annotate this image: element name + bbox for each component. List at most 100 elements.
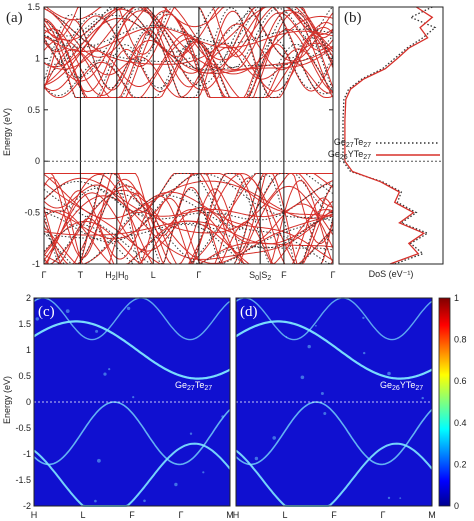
map-band xyxy=(33,297,231,341)
a-conduction-band xyxy=(43,38,334,98)
map-speck xyxy=(285,336,288,338)
a-conduction-band xyxy=(43,6,334,93)
a-valence-band xyxy=(44,173,333,234)
map-band xyxy=(33,442,231,507)
map-speck xyxy=(94,499,97,503)
colorbar-tick-label: 0 xyxy=(454,501,459,511)
map-xtick-label: Γ xyxy=(179,510,184,520)
map-speck xyxy=(202,471,205,474)
d-panel-label: (d) xyxy=(240,304,258,320)
a-frame xyxy=(43,6,334,265)
c-material-label: Ge27Te27 xyxy=(175,380,212,392)
map-speck xyxy=(35,317,39,321)
map-speck xyxy=(143,499,146,503)
map-speck xyxy=(108,368,111,371)
a-valence-band-ref xyxy=(44,192,334,265)
map-ytick-label: 1 xyxy=(26,345,31,355)
map-speck xyxy=(95,329,99,333)
panel-a: Energy (eV) -1 -0.5 0 0.5 1 1.5 Γ T H2|H0 L Γ S0|S… xyxy=(2,2,336,282)
c-ylabel: Energy (eV) xyxy=(2,376,12,424)
map-speck xyxy=(307,344,311,349)
map-band xyxy=(235,320,433,380)
map-xtick-label: F xyxy=(129,510,135,520)
a-valence-band xyxy=(43,208,334,265)
a-conduction-band xyxy=(43,17,334,86)
map-speck xyxy=(399,497,402,499)
a-valence-band-ref xyxy=(43,194,333,265)
a-valence-band xyxy=(43,173,334,240)
map-xtick-label: L xyxy=(80,510,85,520)
c-y-ticks: -2 -1.5 -1 -0.5 0 0.5 1 1.5 2 xyxy=(15,293,31,511)
a-conduction-band-ref xyxy=(43,38,334,98)
a-conduction-band xyxy=(43,28,334,98)
a-ytick-label: 1 xyxy=(35,53,40,63)
b-dos-curves xyxy=(342,6,437,265)
map-speck xyxy=(315,324,317,327)
a-conduction-band-ref xyxy=(43,7,334,98)
legend-entry-ge27te27: Ge27Te27 xyxy=(334,137,371,149)
map-speck xyxy=(221,415,224,418)
b-xlabel: DoS (eV⁻¹) xyxy=(369,269,414,279)
a-panel-label: (a) xyxy=(6,10,23,26)
a-ytick-label: -0.5 xyxy=(24,208,40,218)
a-band-curves xyxy=(43,6,334,265)
map-ytick-label: 2 xyxy=(26,293,31,303)
b-frame xyxy=(338,6,444,265)
a-ytick-label: -1 xyxy=(32,259,40,269)
b-dos-line xyxy=(342,6,437,265)
a-valence-band xyxy=(43,173,334,228)
a-conduction-band xyxy=(43,43,334,98)
a-xtick-label: Γ xyxy=(42,270,47,280)
a-conduction-band-ref xyxy=(43,6,334,69)
colorbar-tick-label: 0.4 xyxy=(454,418,467,428)
c-panel-label: (c) xyxy=(38,304,55,320)
map-speck xyxy=(189,432,193,435)
a-ylabel: Energy (eV) xyxy=(2,108,12,156)
d-frame xyxy=(235,297,433,507)
map-xtick-label: M xyxy=(428,510,436,520)
map-ytick-label: -1.5 xyxy=(15,475,31,485)
b-panel-label: (b) xyxy=(344,10,362,26)
a-xtick-label: Γ xyxy=(196,270,201,280)
map-ytick-label: 0.5 xyxy=(18,371,31,381)
a-valence-band xyxy=(43,173,334,265)
map-ytick-label: -0.5 xyxy=(15,423,31,433)
b-dos-line xyxy=(344,6,434,265)
a-conduction-band-ref xyxy=(43,6,334,72)
map-band xyxy=(235,442,433,507)
map-speck xyxy=(387,371,391,376)
map-xtick-label: L xyxy=(282,510,287,520)
a-xtick-label: H2|H0 xyxy=(105,270,128,282)
panel-b: (b) DoS (eV⁻¹) Ge27Te27 Ge26YTe27 xyxy=(328,6,444,279)
a-valence-band-ref xyxy=(43,173,334,265)
d-spectral-bands xyxy=(235,297,433,507)
a-conduction-band xyxy=(43,10,334,98)
legend-entry-ge26yte27: Ge26YTe27 xyxy=(328,149,371,161)
map-band xyxy=(235,401,433,466)
a-xtick-label: T xyxy=(78,270,84,280)
a-xtick-label: S0|S2 xyxy=(249,270,271,282)
map-band xyxy=(33,320,231,380)
colorbar-ticks: 0 0.2 0.4 0.6 0.8 1 xyxy=(454,293,467,511)
d-material-label: Ge26YTe27 xyxy=(380,380,423,392)
map-ytick-label: 0 xyxy=(26,397,31,407)
map-xtick-label: F xyxy=(331,510,337,520)
a-path-separators xyxy=(79,7,285,264)
map-ytick-label: -2 xyxy=(23,501,31,511)
map-speck xyxy=(132,396,135,399)
map-ytick-label: -1 xyxy=(23,449,31,459)
a-xtick-label: L xyxy=(151,270,156,280)
a-xtick-label: F xyxy=(281,270,287,280)
map-band xyxy=(33,401,231,466)
a-conduction-band xyxy=(43,6,334,62)
map-xtick-label: H xyxy=(31,510,38,520)
a-ytick-label: 0.5 xyxy=(27,105,40,115)
a-conduction-band xyxy=(43,6,334,98)
colorbar-tick-label: 0.2 xyxy=(454,459,467,469)
map-speck xyxy=(254,456,259,461)
a-conduction-band xyxy=(43,26,334,52)
map-speck xyxy=(300,375,305,380)
